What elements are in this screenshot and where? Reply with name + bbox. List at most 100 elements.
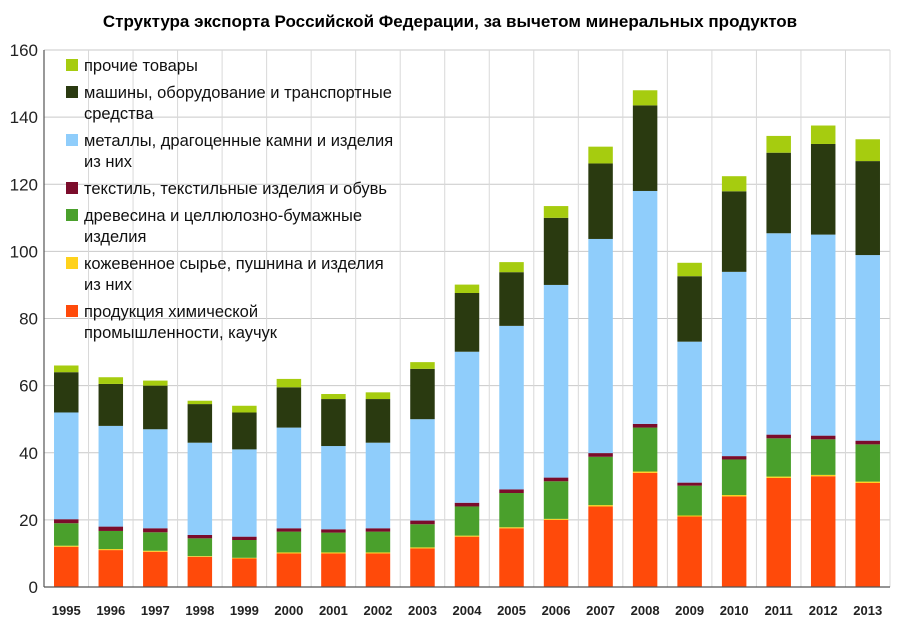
x-tick-label: 2006: [542, 603, 571, 618]
bar-segment: [677, 276, 702, 342]
bar-segment: [855, 481, 880, 483]
bar-segment: [54, 412, 79, 520]
x-tick-labels: 1995 1996 1997 1998 1999 2000 2001 2002 2003 2004…: [52, 603, 882, 618]
x-tick-label: 2009: [675, 603, 704, 618]
bar-segment: [410, 362, 435, 369]
bar-segment: [454, 502, 480, 507]
bar-segment: [632, 472, 658, 587]
bar-segment: [588, 506, 613, 587]
x-tick-label: 2012: [809, 603, 838, 618]
bar-segment: [543, 519, 569, 587]
bar-segment: [143, 550, 168, 552]
y-tick-label: 120: [10, 175, 38, 194]
bar-segment: [588, 505, 613, 507]
bar-segment: [143, 528, 168, 533]
bar-segment: [143, 385, 168, 430]
bar-segment: [98, 549, 124, 551]
bar-segment: [810, 234, 836, 436]
legend-entry: из них: [84, 153, 133, 171]
bar-segment: [410, 548, 435, 587]
x-tick-label: 1996: [96, 603, 125, 618]
bar-segment: [588, 163, 613, 239]
bar-segment: [454, 506, 480, 536]
x-tick-label: 2008: [631, 603, 660, 618]
bar-segment: [721, 459, 747, 496]
legend-entry: изделия: [84, 228, 146, 246]
bar-segment: [499, 262, 524, 273]
bar-segment: [855, 440, 880, 445]
bar-segment: [365, 528, 391, 532]
bar-segment: [321, 446, 346, 530]
x-tick-label: 1999: [230, 603, 259, 618]
bar-segment: [143, 551, 168, 587]
bar-segment: [855, 444, 880, 482]
bar-segment: [588, 146, 613, 164]
bar-segment: [721, 495, 747, 497]
bar-segment: [454, 292, 480, 352]
y-tick-label: 60: [19, 377, 38, 396]
legend-swatch: [66, 257, 78, 269]
legend-entry: прочие товары: [84, 57, 198, 75]
bar-segment: [766, 135, 791, 153]
bar-segment: [499, 527, 524, 529]
bar-segment: [365, 442, 391, 529]
y-tick-label: 160: [10, 41, 38, 60]
bar-segment: [855, 139, 880, 162]
bar-segment: [721, 191, 747, 272]
bar-segment: [766, 233, 791, 435]
bar-segment: [321, 552, 346, 554]
bar-segment: [810, 474, 836, 477]
bar-segment: [232, 449, 257, 537]
bar-segment: [454, 536, 480, 587]
bar-segment: [588, 456, 613, 506]
legend-swatch: [66, 182, 78, 194]
legend-swatch: [66, 86, 78, 98]
x-tick-label: 1998: [185, 603, 214, 618]
bar-segment: [721, 456, 747, 460]
bar-segment: [54, 546, 79, 587]
axes: [43, 50, 890, 588]
bar-segment: [276, 378, 302, 388]
bar-segment: [187, 556, 213, 557]
y-tick-label: 100: [10, 242, 38, 261]
bar-segment: [810, 435, 836, 440]
bar-segment: [810, 125, 836, 144]
x-tick-label: 2002: [363, 603, 392, 618]
bar-segment: [499, 493, 524, 528]
legend: прочие товары машины, оборудование и тран…: [66, 57, 393, 342]
legend-swatch: [66, 134, 78, 146]
x-tick-label: 2000: [274, 603, 303, 618]
bar-segment: [543, 518, 569, 520]
bar-segment: [54, 523, 79, 546]
bar-segment: [721, 271, 747, 457]
bar-segment: [632, 471, 658, 473]
bar-segment: [410, 520, 435, 525]
bar-segment: [187, 538, 213, 557]
bar-segment: [54, 365, 79, 373]
x-tick-label: 2005: [497, 603, 526, 618]
x-tick-label: 2011: [765, 603, 793, 618]
bar-segment: [410, 419, 435, 521]
x-tick-label: 2013: [853, 603, 882, 618]
x-tick-label: 2010: [720, 603, 749, 618]
bar-segment: [677, 482, 702, 486]
bar-segment: [232, 558, 257, 587]
bar-segment: [499, 489, 524, 494]
bar-segment: [810, 439, 836, 475]
bar-segment: [499, 272, 524, 326]
x-tick-label: 2001: [319, 603, 348, 618]
bar-segment: [677, 515, 702, 517]
bar-segment: [276, 552, 302, 554]
bar-segment: [855, 482, 880, 587]
bar-segment: [543, 481, 569, 519]
legend-entry: металлы, драгоценные камни и изделия: [84, 132, 393, 150]
y-tick-label: 40: [19, 444, 38, 463]
bar-segment: [632, 427, 658, 472]
legend-swatch: [66, 305, 78, 317]
bar-segment: [187, 442, 213, 535]
bar-segment: [54, 519, 79, 524]
legend-entry: машины, оборудование и транспортные: [84, 84, 392, 102]
bar-segment: [365, 392, 391, 400]
bar-segment: [321, 529, 346, 533]
bar-segment: [143, 429, 168, 529]
